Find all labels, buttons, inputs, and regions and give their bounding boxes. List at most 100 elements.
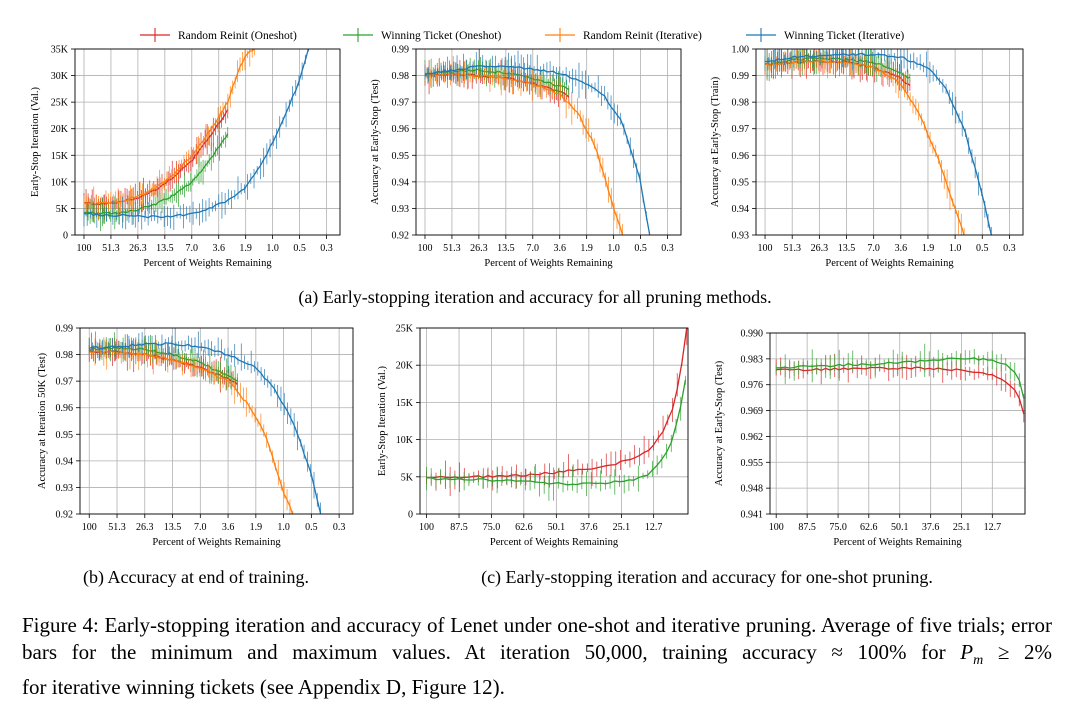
y-tick-label: 20K: [396, 361, 414, 372]
y-axis-label: Early-Stop Iteration (Val.): [377, 366, 388, 476]
y-tick-label: 0.99: [732, 71, 750, 82]
x-tick-label: 100: [769, 522, 784, 533]
x-tick-label: 26.3: [129, 243, 147, 254]
y-tick-label: 20K: [51, 124, 69, 135]
y-tick-label: 0.92: [392, 231, 410, 242]
y-tick-label: 0: [63, 231, 68, 242]
x-tick-label: 26.3: [136, 522, 154, 533]
y-tick-label: 1.00: [732, 45, 750, 56]
x-tick-label: 13.5: [156, 243, 174, 254]
x-tick-label: 25.1: [613, 522, 631, 533]
series-line-wt_it: [765, 52, 992, 235]
plot-frame: [755, 48, 1024, 236]
caption-hundred: 100%: [857, 640, 907, 664]
x-tick-label: 7.0: [194, 522, 207, 533]
y-tick-label: 30K: [51, 71, 69, 82]
y-tick-label: 0.93: [56, 483, 74, 494]
y-tick-label: 0.97: [732, 124, 750, 135]
x-tick-label: 13.5: [838, 243, 856, 254]
y-tick-label: 0.95: [56, 430, 74, 441]
x-tick-label: 3.6: [212, 243, 225, 254]
data-layer: [775, 343, 1025, 423]
series-line-rr_it: [89, 350, 294, 514]
x-tick-label: 0.3: [661, 243, 674, 254]
x-tick-label: 3.6: [553, 243, 566, 254]
series-line-wt_one: [424, 68, 569, 90]
approx-symbol: ≈: [831, 640, 843, 664]
data-layer: [764, 49, 992, 235]
x-tick-label: 3.6: [222, 522, 235, 533]
y-tick-label: 35K: [51, 45, 69, 56]
y-tick-label: 0.94: [56, 456, 74, 467]
plot-frame: [74, 48, 341, 236]
y-tick-label: 0.969: [741, 406, 764, 417]
y-tick-label: 0.955: [741, 458, 764, 469]
x-tick-label: 1.9: [580, 243, 593, 254]
y-tick-label: 10K: [51, 177, 69, 188]
figure-caption: Figure 4: Early-stopping iteration and a…: [22, 612, 1052, 701]
x-tick-label: 0.3: [333, 522, 346, 533]
y-tick-label: 5K: [56, 204, 69, 215]
x-tick-label: 37.6: [580, 522, 598, 533]
legend: Random Reinit (Oneshot) Winning Ticket (O…: [140, 28, 904, 42]
series-line-wt_one: [89, 346, 238, 382]
data-layer: [83, 49, 310, 232]
x-tick-label: 13.5: [164, 522, 182, 533]
x-tick-label: 7.0: [186, 243, 199, 254]
plot-frame: [769, 332, 1026, 515]
x-tick-label: 0.3: [320, 243, 333, 254]
y-tick-label: 0.983: [741, 354, 764, 365]
plot-frame: [79, 327, 354, 515]
x-axis-label: Percent of Weights Remaining: [833, 537, 962, 548]
data-layer: [88, 328, 322, 514]
x-tick-label: 1.9: [922, 243, 935, 254]
x-tick-label: 25.1: [953, 522, 971, 533]
y-tick-label: 0.94: [392, 177, 410, 188]
x-tick-label: 26.3: [811, 243, 829, 254]
x-tick-label: 62.6: [860, 522, 878, 533]
x-tick-label: 1.0: [277, 522, 290, 533]
x-axis-label: Percent of Weights Remaining: [825, 258, 954, 269]
series-line-rr_it: [424, 72, 624, 235]
y-axis-label: Accuracy at Early-Stop (Test): [370, 79, 381, 205]
caption-two: 2%: [1024, 640, 1053, 664]
x-axis-label: Percent of Weights Remaining: [152, 537, 281, 548]
chart-c2: 100 87.5 75.0 62.6 50.1 37.6 25.1 12.7 0.941 0.94…: [714, 329, 1026, 548]
x-tick-label: 13.5: [497, 243, 515, 254]
y-tick-label: 0: [408, 510, 413, 521]
series-line-rr_it: [83, 49, 255, 205]
y-tick-label: 15K: [51, 151, 69, 162]
series-line-wt_one: [426, 379, 687, 486]
subcaption-a: (a) Early-stopping iteration and accurac…: [298, 287, 771, 308]
y-tick-label: 25K: [51, 98, 69, 109]
subcaption-b: (b) Accuracy at end of training.: [83, 567, 309, 588]
x-tick-label: 0.5: [305, 522, 318, 533]
y-tick-label: 0.976: [741, 380, 764, 391]
y-tick-label: 0.97: [392, 98, 410, 109]
data-layer: [424, 49, 651, 235]
y-tick-label: 0.95: [392, 151, 410, 162]
y-tick-label: 0.948: [741, 484, 764, 495]
y-tick-label: 0.941: [741, 510, 764, 521]
chart-b: 100 51.3 26.3 13.5 7.0 3.6 1.9 1.0 0.5 0.3 0.92 0.9…: [37, 324, 354, 548]
y-tick-label: 0.99: [392, 45, 410, 56]
chart-c1: 100 87.5 75.0 62.6 50.1 37.6 25.1 12.7 0 5K 10K 15K…: [377, 324, 689, 548]
geq-symbol: ≥: [997, 640, 1010, 664]
data-layer: [426, 328, 688, 501]
pm-subscript: m: [973, 653, 984, 669]
x-tick-label: 12.7: [645, 522, 663, 533]
y-tick-label: 0.97: [56, 377, 74, 388]
x-tick-label: 1.9: [250, 522, 263, 533]
caption-main: Figure 4: Early-stopping iteration and a…: [22, 613, 1052, 664]
x-tick-label: 51.3: [443, 243, 461, 254]
series-line-wt_it: [89, 342, 322, 514]
x-tick-label: 51.3: [102, 243, 120, 254]
chart-a2: 100 51.3 26.3 13.5 7.0 3.6 1.9 1.0 0.5 0.3 0.92 0.9…: [370, 45, 682, 269]
y-tick-label: 0.98: [56, 350, 74, 361]
y-tick-label: 0.990: [741, 329, 764, 340]
x-tick-label: 100: [82, 522, 97, 533]
subcaption-c: (c) Early-stopping iteration and accurac…: [481, 567, 933, 588]
series-line-wt_it: [424, 65, 651, 235]
y-tick-label: 0.92: [56, 510, 74, 521]
x-axis-label: Percent of Weights Remaining: [143, 258, 272, 269]
